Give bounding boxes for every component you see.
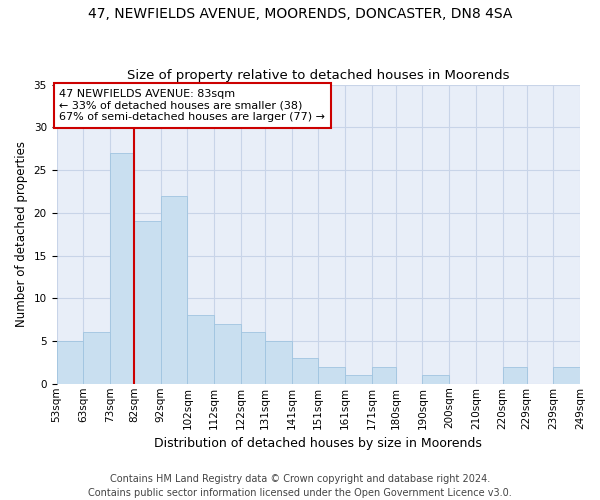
X-axis label: Distribution of detached houses by size in Moorends: Distribution of detached houses by size … [154, 437, 482, 450]
Text: Contains HM Land Registry data © Crown copyright and database right 2024.
Contai: Contains HM Land Registry data © Crown c… [88, 474, 512, 498]
Bar [265, 341, 292, 384]
Bar [214, 324, 241, 384]
Text: 47, NEWFIELDS AVENUE, MOORENDS, DONCASTER, DN8 4SA: 47, NEWFIELDS AVENUE, MOORENDS, DONCASTE… [88, 8, 512, 22]
Bar [187, 316, 214, 384]
Bar [83, 332, 110, 384]
Bar [318, 366, 345, 384]
Bar [241, 332, 265, 384]
Text: 47 NEWFIELDS AVENUE: 83sqm
← 33% of detached houses are smaller (38)
67% of semi: 47 NEWFIELDS AVENUE: 83sqm ← 33% of deta… [59, 89, 325, 122]
Bar [345, 375, 371, 384]
Title: Size of property relative to detached houses in Moorends: Size of property relative to detached ho… [127, 69, 509, 82]
Bar [422, 375, 449, 384]
Bar [371, 366, 396, 384]
Bar [56, 341, 83, 384]
Bar [553, 366, 580, 384]
Bar [161, 196, 187, 384]
Bar [134, 222, 161, 384]
Y-axis label: Number of detached properties: Number of detached properties [15, 141, 28, 327]
Bar [110, 153, 134, 384]
Bar [292, 358, 318, 384]
Bar [503, 366, 527, 384]
